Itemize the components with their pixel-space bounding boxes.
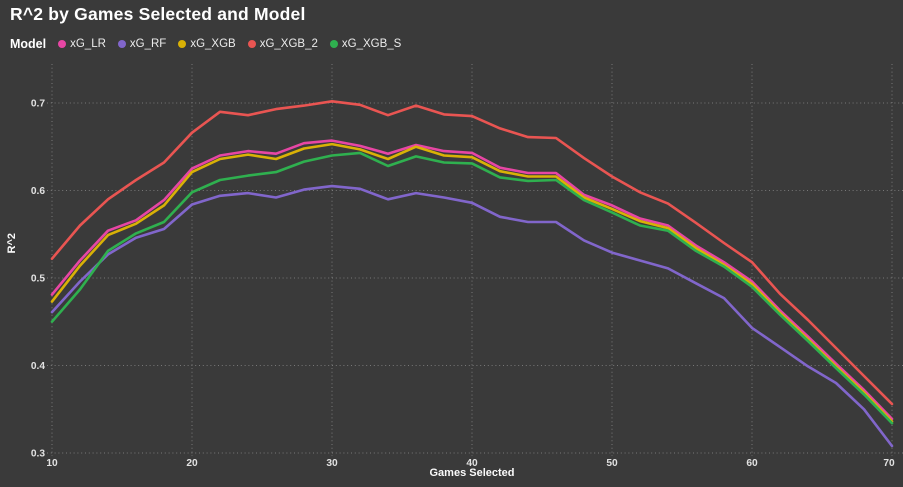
series-line-xG_XGB_S[interactable] bbox=[50, 151, 894, 425]
series-line-xG_RF[interactable] bbox=[50, 184, 894, 448]
x-tick-label: 30 bbox=[326, 458, 338, 469]
legend-item-label: xG_XGB bbox=[190, 38, 236, 50]
legend-item-xG_XGB_S[interactable]: xG_XGB_S bbox=[329, 38, 402, 50]
legend-title: Model bbox=[10, 37, 47, 51]
y-axis-title: R^2 bbox=[6, 233, 18, 254]
legend-swatch-icon bbox=[329, 40, 338, 48]
y-tick-label: 0.7 bbox=[31, 99, 45, 110]
x-tick-label: 10 bbox=[46, 458, 58, 469]
x-tick-label: 60 bbox=[746, 458, 758, 469]
legend-swatch-icon bbox=[178, 40, 187, 48]
x-tick-label: 50 bbox=[606, 458, 618, 469]
x-tick-label: 70 bbox=[883, 458, 895, 469]
series-line-xG_XGB[interactable] bbox=[50, 142, 894, 423]
legend: Model xG_LR xG_RF xG_XGB xG_XGB_2 xG_XGB_S bbox=[10, 36, 401, 52]
chart-title: R^2 by Games Selected and Model bbox=[10, 4, 306, 24]
legend-item-xG_XGB_2[interactable]: xG_XGB_2 bbox=[247, 38, 318, 50]
y-tick-label: 0.5 bbox=[31, 274, 45, 285]
legend-swatch-icon bbox=[117, 40, 126, 48]
y-tick-label: 0.4 bbox=[31, 361, 45, 372]
legend-swatch-icon bbox=[247, 40, 256, 48]
series-line-xG_XGB_2[interactable] bbox=[50, 100, 894, 406]
y-tick-label: 0.6 bbox=[31, 186, 45, 197]
legend-item-xG_LR[interactable]: xG_LR bbox=[58, 38, 106, 50]
legend-item-label: xG_XGB_S bbox=[341, 38, 402, 50]
legend-item-label: xG_LR bbox=[70, 38, 106, 50]
x-tick-label: 40 bbox=[466, 458, 478, 469]
series-line-xG_LR[interactable] bbox=[50, 139, 894, 421]
legend-swatch-icon bbox=[58, 40, 67, 48]
y-tick-label: 0.3 bbox=[31, 449, 45, 460]
legend-item-xG_RF[interactable]: xG_RF bbox=[117, 38, 167, 50]
legend-item-label: xG_RF bbox=[129, 38, 167, 50]
legend-items: xG_LR xG_RF xG_XGB xG_XGB_2 xG_XGB_S bbox=[58, 38, 401, 50]
legend-item-label: xG_XGB_2 bbox=[259, 38, 318, 50]
x-tick-label: 20 bbox=[186, 458, 198, 469]
x-axis-title: Games Selected bbox=[429, 467, 515, 479]
legend-item-xG_XGB[interactable]: xG_XGB bbox=[178, 38, 236, 50]
